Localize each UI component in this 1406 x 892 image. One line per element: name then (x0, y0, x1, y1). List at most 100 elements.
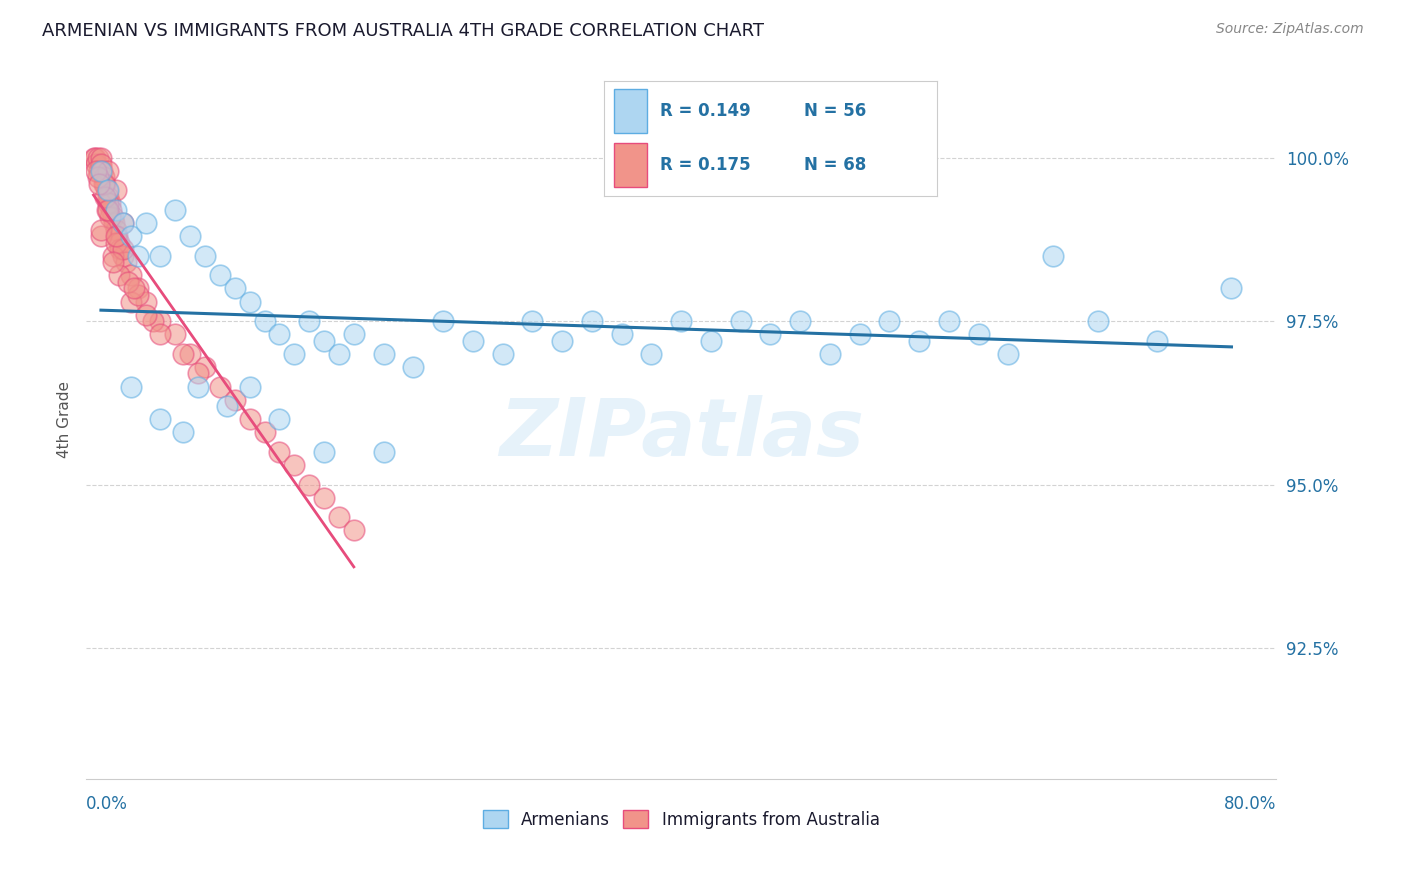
Point (343, 327, 366, 342)
Point (269, 327, 291, 342)
Point (581, 314, 603, 328)
Point (208, 379, 231, 393)
Point (165, 202, 187, 217)
Point (1146, 334, 1168, 348)
Text: ZIPatlas: ZIPatlas (499, 394, 863, 473)
Point (97, 163, 120, 178)
Point (402, 359, 425, 374)
Point (298, 477, 321, 491)
Point (640, 347, 662, 361)
Legend: Armenians, Immigrants from Australia: Armenians, Immigrants from Australia (475, 804, 886, 835)
Y-axis label: 4th Grade: 4th Grade (58, 381, 72, 458)
Point (98, 196, 121, 211)
Point (127, 288, 149, 302)
Point (149, 249, 172, 263)
Point (938, 314, 960, 328)
Point (90, 151, 112, 165)
Point (491, 347, 513, 361)
Point (107, 235, 129, 250)
Point (101, 210, 124, 224)
Point (104, 202, 127, 217)
Point (93, 177, 115, 191)
Point (135, 216, 157, 230)
Point (848, 327, 870, 342)
Point (97, 183, 120, 197)
Point (104, 222, 127, 236)
Point (98, 210, 121, 224)
Point (104, 183, 127, 197)
Point (112, 216, 135, 230)
Point (239, 412, 262, 426)
Point (700, 334, 723, 348)
Point (1087, 314, 1109, 328)
Point (298, 314, 321, 328)
Point (224, 281, 246, 295)
Point (818, 347, 841, 361)
Point (117, 275, 139, 289)
Text: Source: ZipAtlas.com: Source: ZipAtlas.com (1216, 22, 1364, 37)
Point (239, 294, 262, 309)
Point (87, 170, 110, 185)
Point (97, 196, 120, 211)
Point (908, 334, 931, 348)
Point (83, 151, 105, 165)
Point (328, 510, 350, 524)
Point (91, 163, 114, 178)
Point (165, 327, 187, 342)
Point (343, 524, 366, 538)
Point (120, 229, 142, 244)
Point (142, 314, 165, 328)
Point (101, 255, 124, 269)
Point (312, 491, 335, 505)
Point (1042, 249, 1064, 263)
Text: ARMENIAN VS IMMIGRANTS FROM AUSTRALIA 4TH GRADE CORRELATION CHART: ARMENIAN VS IMMIGRANTS FROM AUSTRALIA 4T… (42, 22, 765, 40)
Point (997, 347, 1019, 361)
Point (97, 202, 120, 217)
Point (610, 327, 633, 342)
Point (94, 190, 117, 204)
Point (120, 294, 142, 309)
Point (120, 379, 142, 393)
Point (84, 151, 107, 165)
Point (105, 229, 128, 244)
Point (312, 445, 335, 459)
Point (187, 367, 209, 381)
Point (194, 359, 217, 374)
Point (90, 222, 112, 236)
Point (208, 268, 231, 283)
Point (328, 347, 350, 361)
Point (122, 281, 145, 295)
Point (96, 183, 118, 197)
Point (179, 347, 201, 361)
Point (669, 314, 692, 328)
Point (1220, 281, 1243, 295)
Point (101, 249, 124, 263)
Point (104, 235, 127, 250)
Point (879, 314, 901, 328)
Point (97, 190, 120, 204)
Text: 80.0%: 80.0% (1223, 796, 1277, 814)
Point (789, 314, 811, 328)
Point (103, 216, 125, 230)
Point (551, 334, 574, 348)
Point (110, 242, 132, 256)
Point (283, 347, 305, 361)
Point (194, 249, 217, 263)
Point (104, 229, 127, 244)
Point (93, 170, 115, 185)
Point (967, 327, 990, 342)
Point (94, 177, 117, 191)
Point (96, 202, 118, 217)
Point (224, 392, 246, 407)
Point (172, 347, 194, 361)
Point (239, 379, 262, 393)
Point (730, 314, 752, 328)
Point (112, 249, 135, 263)
Point (107, 268, 129, 283)
Point (253, 314, 276, 328)
Point (269, 412, 291, 426)
Point (127, 249, 149, 263)
Point (179, 229, 201, 244)
Point (759, 327, 782, 342)
Point (253, 425, 276, 440)
